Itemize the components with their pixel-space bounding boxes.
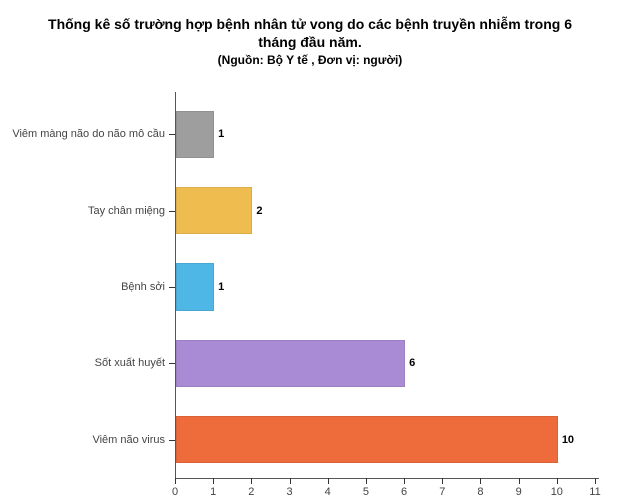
bar-value-label: 1 bbox=[218, 281, 224, 293]
bar-value-label: 6 bbox=[409, 357, 415, 369]
y-category-label: Bệnh sởi bbox=[121, 281, 165, 293]
x-tick bbox=[404, 478, 405, 484]
x-tick-label: 5 bbox=[363, 486, 369, 498]
x-tick bbox=[175, 478, 176, 484]
x-tick bbox=[595, 478, 596, 484]
x-tick bbox=[328, 478, 329, 484]
bar-value-label: 10 bbox=[562, 434, 574, 446]
bar bbox=[176, 263, 214, 310]
x-tick-label: 9 bbox=[516, 486, 522, 498]
y-tick bbox=[169, 287, 175, 288]
x-tick bbox=[442, 478, 443, 484]
bar bbox=[176, 340, 405, 387]
y-tick bbox=[169, 363, 175, 364]
x-tick-label: 6 bbox=[401, 486, 407, 498]
x-tick-label: 1 bbox=[210, 486, 216, 498]
x-tick-label: 0 bbox=[172, 486, 178, 498]
bar-value-label: 2 bbox=[256, 205, 262, 217]
chart-subtitle: (Nguồn: Bộ Y tế , Đơn vị: người) bbox=[18, 53, 602, 67]
bar bbox=[176, 111, 214, 158]
plot-area: 01234567891011Viêm màng não do não mô cầ… bbox=[175, 96, 595, 478]
x-tick bbox=[366, 478, 367, 484]
x-tick bbox=[213, 478, 214, 484]
y-category-label: Tay chân miệng bbox=[88, 205, 165, 217]
bar bbox=[176, 187, 252, 234]
bar-value-label: 1 bbox=[218, 128, 224, 140]
x-tick-label: 2 bbox=[248, 486, 254, 498]
chart-title: Thống kê số trường hợp bệnh nhân tử vong… bbox=[18, 16, 602, 51]
x-tick bbox=[290, 478, 291, 484]
x-tick-label: 7 bbox=[439, 486, 445, 498]
x-axis bbox=[175, 478, 599, 479]
chart-container: Thống kê số trường hợp bệnh nhân tử vong… bbox=[0, 0, 620, 503]
x-tick bbox=[557, 478, 558, 484]
x-tick bbox=[519, 478, 520, 484]
x-tick-label: 11 bbox=[589, 486, 600, 498]
y-tick bbox=[169, 440, 175, 441]
bar bbox=[176, 416, 558, 463]
x-tick-label: 4 bbox=[325, 486, 331, 498]
y-category-label: Sốt xuất huyết bbox=[95, 357, 165, 369]
y-category-label: Viêm não virus bbox=[92, 434, 165, 446]
chart-title-line1: Thống kê số trường hợp bệnh nhân tử vong… bbox=[48, 16, 572, 32]
x-tick-label: 8 bbox=[477, 486, 483, 498]
x-tick-label: 3 bbox=[286, 486, 292, 498]
x-tick-label: 10 bbox=[551, 486, 563, 498]
y-tick bbox=[169, 211, 175, 212]
y-tick bbox=[169, 134, 175, 135]
y-category-label: Viêm màng não do não mô cầu bbox=[12, 128, 165, 140]
x-tick bbox=[480, 478, 481, 484]
chart-title-line2: tháng đầu năm. bbox=[258, 34, 361, 50]
x-tick bbox=[251, 478, 252, 484]
